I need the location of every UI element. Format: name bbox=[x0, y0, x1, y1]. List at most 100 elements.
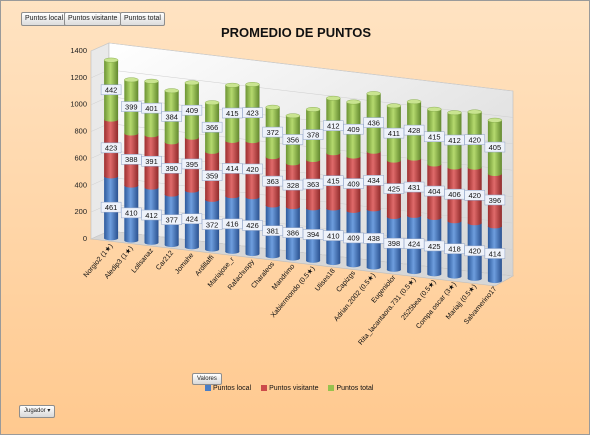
bar-segment-base bbox=[386, 267, 401, 272]
bar-segment-base bbox=[245, 194, 260, 200]
data-label: 388 bbox=[125, 155, 138, 164]
bar-segment-base bbox=[306, 205, 321, 211]
bar-segment-base bbox=[487, 223, 502, 229]
jugador-label: Jugador bbox=[24, 408, 46, 414]
data-label-bg bbox=[100, 84, 122, 96]
data-label-bg bbox=[161, 111, 182, 122]
legend-label-local: Puntos local bbox=[213, 385, 252, 392]
bar-segment-base bbox=[184, 188, 199, 193]
bar-segment-base bbox=[124, 238, 139, 243]
bar-segment-base bbox=[447, 274, 462, 279]
bar-segment-base bbox=[285, 161, 300, 166]
data-label-bg bbox=[363, 175, 384, 186]
data-label: 409 bbox=[347, 179, 360, 188]
x-tick-label: Adrian.2002 (0.5★) bbox=[332, 272, 377, 323]
bar-segment-base bbox=[346, 208, 361, 213]
data-label: 418 bbox=[448, 245, 461, 254]
data-label-bg bbox=[181, 104, 203, 116]
bar-top-cap bbox=[326, 95, 341, 101]
bar-segment-base bbox=[245, 251, 260, 257]
bar-top-cap bbox=[164, 88, 179, 94]
data-label: 328 bbox=[287, 181, 300, 190]
bar-top-cap bbox=[144, 78, 159, 84]
data-label: 424 bbox=[186, 215, 199, 224]
bar-segment-base bbox=[326, 260, 341, 266]
data-label-bg bbox=[100, 142, 122, 154]
bar-segment-base bbox=[326, 206, 341, 211]
x-tick-label: Car212 bbox=[155, 250, 175, 272]
data-label: 405 bbox=[489, 143, 502, 152]
bar-segment-base bbox=[427, 271, 442, 277]
data-label: 409 bbox=[347, 234, 360, 243]
bar-top-cap bbox=[427, 106, 442, 112]
data-label-bg bbox=[242, 220, 263, 231]
bar-segment-base bbox=[104, 174, 119, 179]
bar-stack bbox=[407, 101, 422, 275]
bar-segment-base bbox=[205, 197, 220, 202]
data-label-bg bbox=[302, 129, 324, 140]
data-label-bg bbox=[484, 141, 506, 153]
jugador-filter-button[interactable]: Jugador ▾ bbox=[19, 405, 56, 418]
bar-segment-base bbox=[144, 240, 159, 245]
data-label: 372 bbox=[206, 220, 219, 229]
legend-swatch-total bbox=[328, 385, 335, 392]
bar-top-cap bbox=[265, 104, 280, 110]
data-label: 442 bbox=[105, 86, 118, 95]
data-label: 366 bbox=[206, 123, 219, 132]
data-label-bg bbox=[242, 107, 263, 118]
data-label: 384 bbox=[165, 112, 178, 121]
data-label: 415 bbox=[428, 133, 441, 142]
bar-segment-base bbox=[265, 253, 280, 259]
valores-field-button[interactable]: Valores bbox=[192, 373, 222, 385]
data-label: 406 bbox=[448, 190, 461, 199]
y-tick-label: 0 bbox=[83, 234, 87, 243]
bar-segment-base bbox=[265, 203, 280, 208]
bar-segment-base bbox=[285, 256, 300, 261]
bar-segment-base bbox=[205, 149, 220, 154]
bar-segment-base bbox=[144, 132, 159, 138]
data-label: 410 bbox=[327, 231, 340, 240]
data-label: 420 bbox=[246, 165, 259, 174]
legend: Puntos local Puntos visitante Puntos tot… bbox=[205, 385, 381, 392]
bar-top-cap bbox=[406, 99, 422, 105]
data-label-bg bbox=[201, 121, 223, 133]
bar-top-cap bbox=[487, 117, 503, 123]
bar-segment-base bbox=[124, 131, 139, 136]
bar-top-cap bbox=[305, 107, 321, 112]
bar-top-cap bbox=[245, 82, 260, 87]
data-label-bg bbox=[363, 117, 384, 128]
data-label: 359 bbox=[206, 171, 219, 180]
data-label: 409 bbox=[186, 106, 199, 115]
data-label: 372 bbox=[266, 128, 279, 137]
data-label: 415 bbox=[327, 177, 340, 186]
legend-label-visitante: Puntos visitante bbox=[269, 385, 319, 392]
bar-segment-base bbox=[184, 244, 199, 250]
bar-segment-base bbox=[225, 138, 240, 143]
data-label: 420 bbox=[468, 191, 481, 200]
bar-segment-base bbox=[225, 193, 240, 199]
bar-top-cap bbox=[366, 91, 381, 97]
x-tick-label: Ardillaffi bbox=[194, 254, 216, 278]
bar-segment-base bbox=[407, 156, 422, 161]
bar-segment-base bbox=[164, 242, 179, 248]
data-label-bg bbox=[484, 248, 506, 259]
data-label: 411 bbox=[388, 129, 400, 138]
puntos-total-field-button[interactable]: Puntos total bbox=[120, 12, 165, 26]
gridline-side bbox=[90, 42, 110, 52]
legend-swatch-local bbox=[205, 385, 211, 392]
bar-segment-base bbox=[184, 135, 199, 140]
data-label: 412 bbox=[448, 136, 461, 145]
data-label: 438 bbox=[367, 234, 380, 243]
x-tick-label: Ulises18 bbox=[314, 268, 337, 293]
data-label: 377 bbox=[165, 215, 178, 224]
data-label: 420 bbox=[468, 247, 481, 256]
data-label: 381 bbox=[266, 227, 279, 236]
data-label: 431 bbox=[408, 183, 421, 192]
bar-segment-base bbox=[386, 158, 401, 163]
bar-segment-base bbox=[487, 171, 502, 176]
data-label-bg bbox=[262, 126, 283, 138]
bar-segment-base bbox=[144, 185, 159, 190]
bar-segment-base bbox=[245, 138, 260, 144]
bar-segment-base bbox=[366, 265, 381, 270]
